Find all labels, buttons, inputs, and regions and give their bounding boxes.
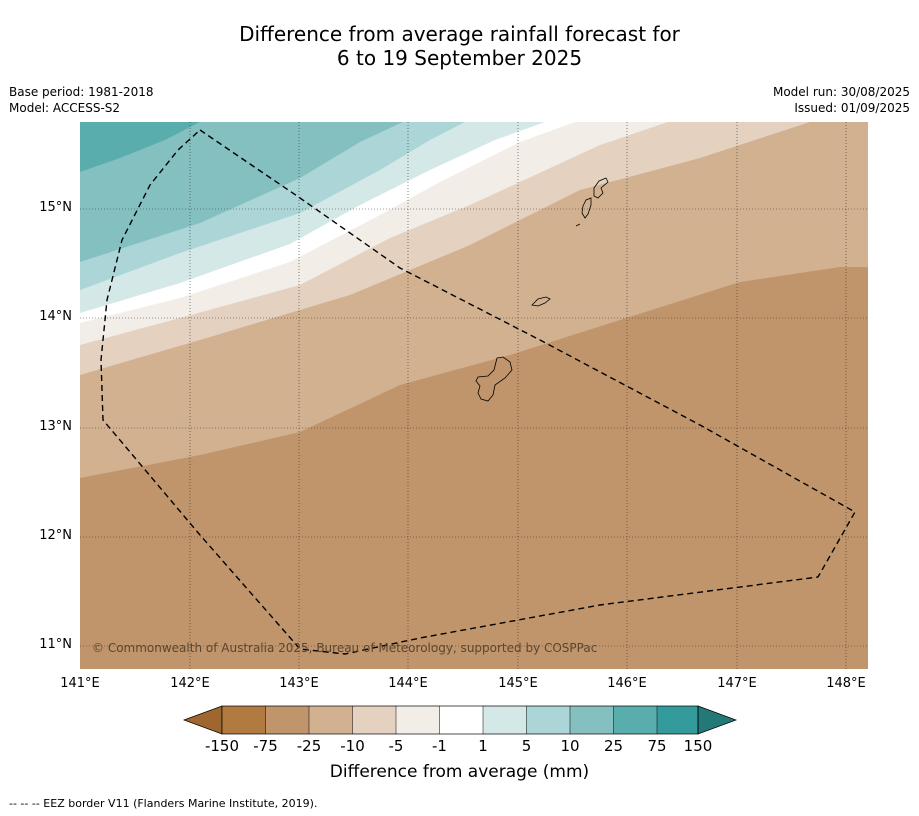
colorbar-label: 10 bbox=[560, 737, 580, 755]
island-saipan bbox=[593, 177, 609, 199]
colorbar-label: -5 bbox=[388, 737, 404, 755]
colorbar-seg-8 bbox=[526, 706, 570, 734]
colorbar-label: 150 bbox=[683, 737, 713, 755]
gridlines bbox=[80, 122, 868, 669]
colorbar-label: -75 bbox=[253, 737, 278, 755]
colorbar-seg-1 bbox=[222, 706, 266, 734]
island-aguijan bbox=[575, 223, 581, 227]
copyright-note: © Commonwealth of Australia 2025, Bureau… bbox=[92, 641, 598, 655]
colorbar bbox=[182, 705, 738, 735]
band-plus-10 bbox=[80, 122, 403, 262]
colorbar-label: -1 bbox=[432, 737, 447, 755]
island-guam bbox=[475, 356, 513, 402]
colorbar-seg-3 bbox=[309, 706, 353, 734]
lon-label-148e: 148°E bbox=[826, 676, 866, 691]
lat-label-15n: 15°N bbox=[39, 200, 72, 215]
title-line-1: Difference from average rainfall forecas… bbox=[239, 22, 680, 46]
band-plus-25 bbox=[80, 122, 200, 172]
issued-date: Issued: 01/09/2025 bbox=[794, 101, 910, 115]
colorbar-seg-7 bbox=[483, 706, 527, 734]
lon-label-147e: 147°E bbox=[717, 676, 757, 691]
lon-label-141e: 141°E bbox=[60, 676, 100, 691]
colorbar-label: 25 bbox=[603, 737, 624, 755]
colorbar-label: -25 bbox=[296, 737, 322, 755]
colorbar-label: 1 bbox=[478, 737, 488, 755]
colorbar-seg-5 bbox=[396, 706, 440, 734]
lon-label-146e: 146°E bbox=[607, 676, 647, 691]
islands bbox=[475, 177, 609, 402]
meta-right: Model run: 30/08/2025 Issued: 01/09/2025 bbox=[773, 84, 910, 116]
base-period: Base period: 1981-2018 bbox=[9, 85, 154, 99]
colorbar-seg-10 bbox=[613, 706, 657, 734]
colorbar-label: -10 bbox=[340, 737, 365, 755]
lat-label-11n: 11°N bbox=[39, 637, 72, 652]
eez-legend-note: -- -- -- EEZ border V11 (Flanders Marine… bbox=[9, 797, 318, 810]
colorbar-low-arrow bbox=[182, 705, 223, 735]
eez-border bbox=[100, 129, 856, 655]
colorbar-seg-6 bbox=[439, 706, 483, 734]
lat-label-12n: 12°N bbox=[39, 528, 72, 543]
lat-label-13n: 13°N bbox=[39, 419, 72, 434]
lon-label-142e: 142°E bbox=[170, 676, 210, 691]
colorbar-label: 5 bbox=[521, 737, 532, 755]
model-run: Model run: 30/08/2025 bbox=[772, 85, 910, 99]
colorbar-seg-11 bbox=[657, 706, 698, 734]
island-tinian bbox=[581, 197, 592, 219]
island-rota bbox=[531, 296, 551, 307]
lat-label-14n: 14°N bbox=[39, 309, 72, 324]
lon-label-144e: 144°E bbox=[388, 676, 428, 691]
chart-title: Difference from average rainfall forecas… bbox=[0, 22, 919, 70]
colorbar-label: 75 bbox=[647, 737, 667, 755]
colorbar-high-arrow bbox=[697, 705, 738, 735]
lon-label-145e: 145°E bbox=[498, 676, 538, 691]
colorbar-label: -150 bbox=[204, 737, 240, 755]
model-name: Model: ACCESS-S2 bbox=[9, 101, 121, 115]
colorbar-seg-4 bbox=[352, 706, 396, 734]
title-line-2: 6 to 19 September 2025 bbox=[336, 46, 583, 70]
colorbar-title: Difference from average (mm) bbox=[329, 762, 590, 782]
meta-left: Base period: 1981-2018 Model: ACCESS-S2 bbox=[9, 84, 154, 116]
lon-label-143e: 143°E bbox=[279, 676, 319, 691]
colorbar-seg-2 bbox=[265, 706, 309, 734]
colorbar-frame bbox=[221, 705, 699, 735]
map-fill bbox=[80, 122, 868, 669]
colorbar-seg-9 bbox=[570, 706, 614, 734]
